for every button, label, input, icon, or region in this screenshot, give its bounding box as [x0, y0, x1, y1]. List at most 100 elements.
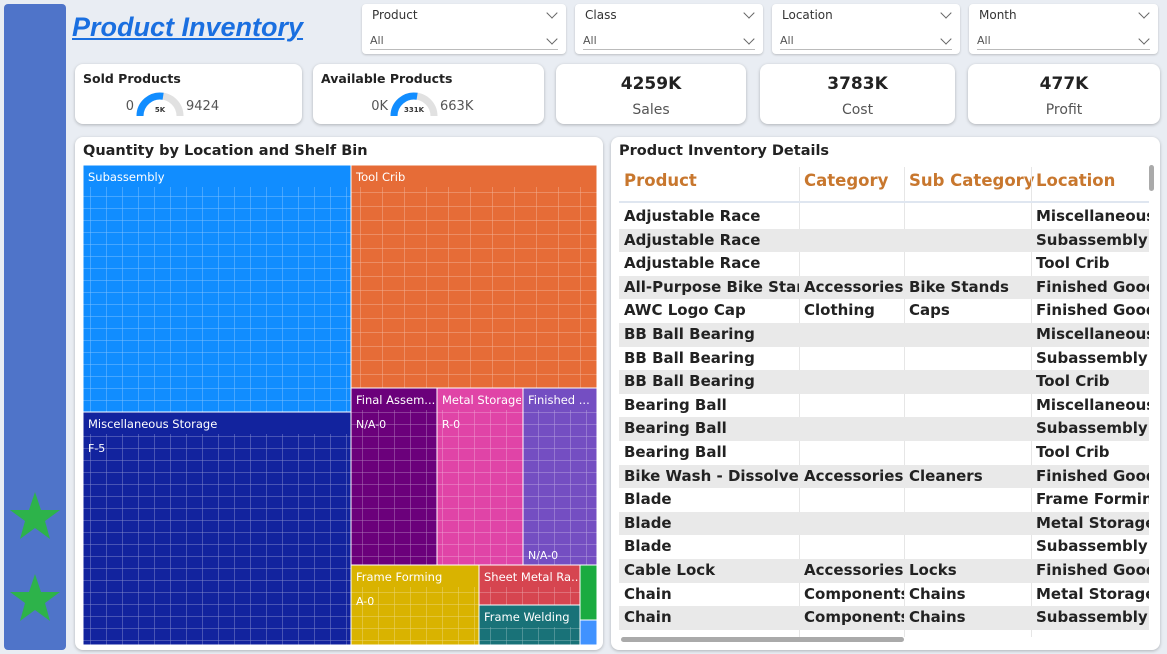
treemap-sublabel: R-0	[442, 418, 460, 431]
column-divider	[1031, 167, 1032, 637]
filter-value: All	[370, 30, 558, 50]
gauge-title: Sold Products	[83, 71, 181, 86]
column-header[interactable]: Category	[804, 171, 889, 190]
table-cell: Blade	[624, 490, 672, 509]
star-icon	[10, 492, 60, 539]
h-scrollbar[interactable]	[621, 637, 904, 642]
sidebar-icons	[10, 492, 60, 621]
gauge-fill	[136, 92, 164, 117]
treemap-label: Frame Forming	[356, 570, 442, 584]
filter-value: All	[780, 30, 952, 50]
column-divider	[799, 167, 800, 637]
gauge: 5K	[136, 92, 184, 117]
column-header[interactable]: Product	[624, 171, 697, 190]
treemap-label: Miscellaneous Storage	[88, 417, 217, 431]
row-stripe	[619, 370, 1149, 394]
kpi-value: 477K	[1039, 74, 1089, 94]
table-cell: Bike Wash - Dissolver	[624, 466, 799, 485]
table-cell: Cable Lock	[624, 561, 716, 579]
treemap-label: Metal Storage	[442, 393, 522, 407]
table-title: Product Inventory Details	[619, 143, 830, 159]
treemap-cells	[83, 187, 351, 412]
chevron-icon	[743, 7, 755, 19]
table-cell: Tool Crib	[1036, 443, 1110, 461]
v-scrollbar[interactable]	[1149, 165, 1154, 191]
table-cell: Blade	[624, 537, 672, 556]
table-cell: BB Ball Bearing	[624, 348, 755, 367]
filter-dropdown[interactable]: Month All	[969, 4, 1158, 54]
column-header[interactable]: Sub Category	[909, 171, 1035, 190]
treemap-sublabel: F-5	[88, 442, 105, 455]
treemap-label: Tool Crib	[355, 170, 405, 184]
table-cell: BB Ball Bearing	[624, 372, 755, 391]
page-title: Product Inventory	[72, 12, 304, 42]
gauge-max: 663K	[440, 99, 474, 114]
gauge: 331K	[390, 92, 438, 117]
table-cell: Adjustable Race	[624, 230, 761, 249]
row-stripe	[619, 464, 1149, 489]
table-cell: BB Ball Bearing	[624, 325, 755, 343]
table-cell: Tool Crib	[1036, 254, 1110, 273]
table-cell: Chains	[909, 584, 966, 603]
chevron-icon	[940, 7, 952, 19]
header-rule	[619, 201, 1149, 203]
table-cell: Accessories	[804, 466, 904, 485]
treemap-label: Finished ...	[528, 393, 590, 407]
kpi-card: 4259K Sales	[556, 64, 746, 124]
treemap-cells	[479, 587, 580, 605]
table-cell: Miscellaneous Storage	[1036, 395, 1149, 414]
table-cell: Finished Goods	[1036, 277, 1149, 296]
table-cell: Accessories	[804, 561, 904, 579]
filter-dropdown[interactable]: Product All	[362, 4, 566, 54]
filter-value: All	[977, 30, 1150, 50]
table-cell: Metal Storage	[1036, 513, 1149, 532]
star-icon	[10, 574, 60, 621]
kpi-card: 3783K Cost	[760, 64, 955, 124]
row-stripe	[619, 275, 1149, 300]
filter-dropdown[interactable]: Location All	[772, 4, 960, 54]
table-cell: Adjustable Race	[624, 254, 761, 273]
table-cell: Clothing	[804, 301, 875, 320]
filter-label: Product	[372, 8, 418, 22]
column-header[interactable]: Location	[1036, 171, 1116, 190]
row-stripe	[619, 417, 1149, 441]
treemap-label: Sheet Metal Ra...	[484, 570, 582, 584]
table-cell: Blade	[624, 513, 672, 532]
table-cell: Caps	[909, 301, 950, 320]
filter-label: Month	[979, 8, 1017, 22]
column-divider	[904, 167, 905, 637]
treemap-cells	[437, 410, 523, 565]
gauge-max: 9424	[186, 99, 220, 114]
table-panel: Product Inventory Details Product Category…	[611, 137, 1160, 650]
gauge-fill	[390, 92, 418, 117]
kpi-label: Profit	[1045, 102, 1083, 118]
filter-dropdown[interactable]: Class All	[575, 4, 763, 54]
table-cell: Bearing Ball	[624, 443, 727, 461]
treemap-title: Quantity by Location and Shelf Bin	[83, 143, 368, 159]
gauge-mid: 5K	[155, 106, 166, 114]
table-cell: Subassembly	[1036, 537, 1148, 556]
table-cell: Miscellaneous Storage	[1036, 207, 1149, 225]
treemap-node	[579, 619, 598, 646]
gauge-card: Sold Products 5K 0 9424	[75, 64, 302, 124]
treemap-cells	[351, 187, 597, 388]
gauge-mid: 331K	[404, 106, 425, 114]
table-cell: Chains	[909, 608, 966, 627]
table-cell: Frame Forming	[1036, 490, 1149, 509]
row-stripe	[619, 228, 1149, 253]
treemap-sublabel: A-0	[356, 595, 374, 608]
kpi-label: Cost	[841, 102, 874, 118]
table-cell: Finished Goods	[1036, 301, 1149, 320]
table-cell: Bike Stands	[909, 277, 1009, 296]
treemap-cells	[479, 627, 580, 645]
kpi-card: 477K Profit	[968, 64, 1160, 124]
table-cell: Finished Goods	[1036, 466, 1149, 485]
table-cell: Bearing Ball	[624, 419, 727, 438]
table-cell: Chain	[624, 584, 672, 603]
kpi-value: 3783K	[827, 74, 888, 94]
table-cell: AWC Logo Cap	[624, 301, 746, 320]
table-cell: Adjustable Race	[624, 207, 761, 225]
table-cell: Miscellaneous Storage	[1036, 325, 1149, 343]
table-cell: Subassembly	[1036, 230, 1148, 249]
chevron-icon	[1138, 7, 1150, 19]
